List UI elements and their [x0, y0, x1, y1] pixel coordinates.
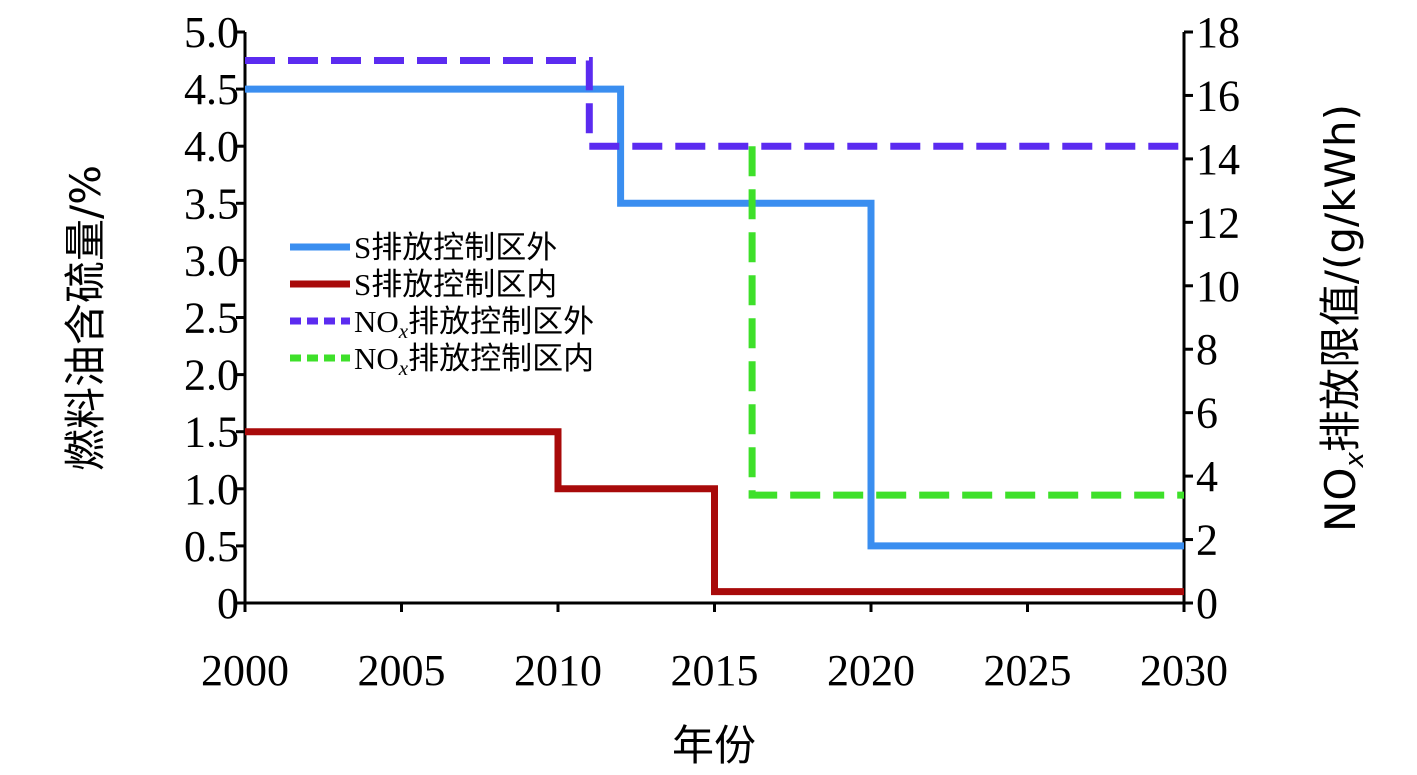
y-axis-right-title-prefix: NO — [1316, 468, 1365, 532]
legend-label-4: NOx排放控制区内 — [354, 341, 594, 380]
y-left-tick-label: 5.0 — [184, 8, 239, 57]
legend-label-text: S排放控制区外 — [354, 230, 557, 265]
y-right-tick-label: 8 — [1196, 325, 1218, 374]
y-right-tick-label: 10 — [1196, 262, 1240, 311]
y-right-tick-label: 2 — [1196, 516, 1218, 565]
y-axis-right-title: NOx排放限值/(g/kWh) — [1316, 104, 1370, 532]
series-line-2 — [245, 428, 1184, 596]
y-right-tick-label: 18 — [1196, 8, 1240, 57]
axis-ticks: 2000 2005 2010 2015 2020 2025 203000.51.01.52.… — [184, 8, 1240, 695]
x-tick-label: 2020 — [827, 646, 915, 695]
y-left-tick-label: 2.0 — [184, 351, 239, 400]
y-left-tick-label: 0 — [217, 579, 239, 628]
legend-label-text: S排放控制区内 — [354, 267, 557, 302]
y-left-tick-label: 3.0 — [184, 236, 239, 285]
series-line-4 — [748, 146, 1184, 499]
legend-label-2: S排放控制区内 — [354, 267, 557, 302]
y-left-tick-label: 1.5 — [184, 408, 239, 457]
y-left-tick-label: 2.5 — [184, 294, 239, 343]
series-lines — [245, 57, 1184, 596]
legend-label-text: NO — [354, 304, 399, 339]
y-right-tick-label: 14 — [1196, 135, 1240, 184]
x-tick-label: 2000 — [201, 646, 289, 695]
y-axis-left-title: 燃料油含硫量/% — [61, 165, 110, 471]
y-right-tick-label: 16 — [1196, 71, 1240, 120]
y-right-tick-label: 4 — [1196, 452, 1218, 501]
y-left-tick-label: 4.0 — [184, 122, 239, 171]
x-tick-label: 2025 — [984, 646, 1072, 695]
y-left-tick-label: 4.5 — [184, 65, 239, 114]
x-tick-label: 2015 — [671, 646, 759, 695]
legend-label-suffix: 排放控制区外 — [408, 304, 594, 339]
x-tick-label: 2005 — [358, 646, 446, 695]
y-right-tick-label: 12 — [1196, 198, 1240, 247]
series-line-1 — [245, 85, 1184, 550]
legend-label-sub: x — [398, 356, 409, 380]
y-left-tick-label: 3.5 — [184, 179, 239, 228]
x-tick-label: 2010 — [514, 646, 602, 695]
legend-label-3: NOx排放控制区外 — [354, 304, 594, 343]
legend-label-sub: x — [398, 319, 409, 343]
y-right-tick-label: 6 — [1196, 389, 1218, 438]
y-right-tick-label: 0 — [1196, 579, 1218, 628]
x-tick-label: 2030 — [1140, 646, 1228, 695]
legend-label-1: S排放控制区外 — [354, 230, 557, 265]
y-axis-right-title-suffix: 排放限值/(g/kWh) — [1316, 104, 1365, 452]
y-left-tick-label: 1.0 — [184, 465, 239, 514]
x-axis-title: 年份 — [672, 721, 756, 770]
legend-label-text: NO — [354, 341, 399, 376]
series-line-3 — [245, 57, 1184, 150]
legend-label-suffix: 排放控制区内 — [408, 341, 594, 376]
y-left-tick-label: 0.5 — [184, 522, 239, 571]
y-axis-right-title-sub: x — [1340, 452, 1370, 469]
